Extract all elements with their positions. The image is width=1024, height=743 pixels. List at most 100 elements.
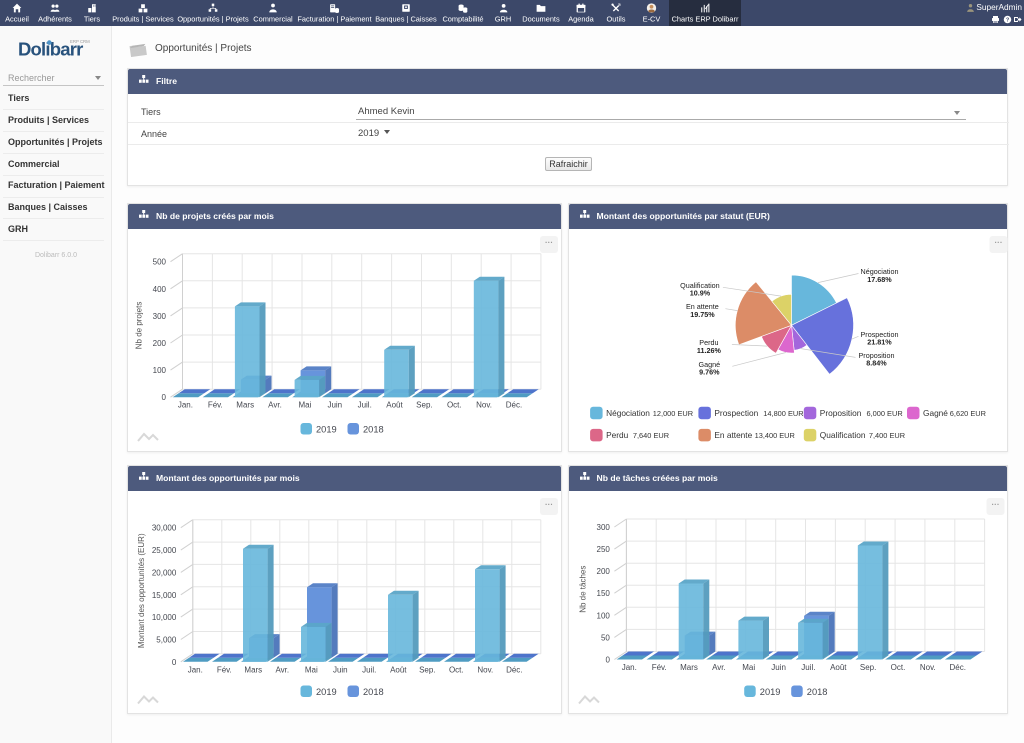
svg-text:Jan.: Jan. [178, 400, 193, 409]
svg-text:Prospection: Prospection [714, 407, 758, 417]
svg-text:7,400 EUR: 7,400 EUR [868, 430, 904, 439]
svg-text:Août: Août [386, 400, 403, 409]
svg-text:150: 150 [596, 589, 610, 598]
svg-text:Mars: Mars [680, 663, 698, 672]
svg-text:2018: 2018 [363, 424, 384, 434]
svg-text:En attente: En attente [686, 302, 719, 311]
svg-text:19.75%: 19.75% [690, 310, 715, 319]
svg-text:Accueil: Accueil [5, 15, 29, 24]
svg-text:6,000 EUR: 6,000 EUR [866, 408, 902, 417]
svg-text:50: 50 [600, 633, 609, 642]
svg-text:Sep.: Sep. [419, 665, 435, 674]
svg-text:0: 0 [172, 657, 177, 666]
svg-text:Perdu: Perdu [699, 338, 718, 347]
svg-text:100: 100 [596, 611, 610, 620]
svg-text:Août: Août [830, 663, 847, 672]
svg-text:8.84%: 8.84% [866, 358, 887, 367]
svg-text:SuperAdmin: SuperAdmin [976, 2, 1022, 12]
svg-text:ERP CRM: ERP CRM [70, 39, 90, 44]
svg-text:13,400 EUR: 13,400 EUR [754, 430, 794, 439]
svg-text:2019: 2019 [316, 687, 337, 697]
svg-text:Perdu: Perdu [606, 429, 629, 439]
svg-text:Oct.: Oct. [447, 400, 462, 409]
svg-text:GRH: GRH [495, 15, 511, 24]
svg-text:Banques | Caisses: Banques | Caisses [375, 15, 437, 24]
svg-text:0: 0 [605, 655, 610, 664]
svg-text:Avr.: Avr. [268, 400, 282, 409]
svg-text:Comptabilité: Comptabilité [442, 15, 483, 24]
svg-text:7,640 EUR: 7,640 EUR [632, 430, 668, 439]
svg-text:···: ··· [991, 500, 999, 509]
svg-text:Qualification: Qualification [680, 280, 720, 289]
svg-text:6,620 EUR: 6,620 EUR [949, 408, 985, 417]
svg-text:400: 400 [153, 284, 167, 293]
svg-text:Gagné: Gagné [923, 407, 948, 417]
svg-text:Mars: Mars [244, 665, 262, 674]
svg-text:Négociation: Négociation [606, 407, 650, 417]
svg-text:Juin: Juin [327, 400, 342, 409]
svg-text:Dolibarr: Dolibarr [18, 39, 83, 60]
svg-text:Facturation | Paiement: Facturation | Paiement [297, 15, 371, 24]
svg-text:2019: 2019 [316, 424, 337, 434]
svg-text:Nb de tâches: Nb de tâches [578, 565, 587, 612]
svg-text:30,000: 30,000 [152, 523, 177, 532]
svg-text:Nb de projets: Nb de projets [134, 301, 143, 349]
svg-text:Qualification: Qualification [819, 429, 865, 439]
svg-text:Oct.: Oct. [449, 665, 464, 674]
svg-text:Nov.: Nov. [477, 665, 493, 674]
svg-text:Fév.: Fév. [208, 400, 223, 409]
svg-text:2018: 2018 [806, 687, 827, 697]
svg-text:Montant des opportunités (EUR): Montant des opportunités (EUR) [137, 533, 146, 648]
svg-text:Mai: Mai [305, 665, 318, 674]
svg-text:200: 200 [153, 339, 167, 348]
svg-text:Commercial: Commercial [253, 15, 293, 24]
svg-text:15,000: 15,000 [152, 590, 177, 599]
svg-text:Sep.: Sep. [859, 663, 875, 672]
svg-text:Déc.: Déc. [506, 400, 522, 409]
svg-text:25,000: 25,000 [152, 546, 177, 555]
svg-text:10,000: 10,000 [152, 613, 177, 622]
svg-text:Nov.: Nov. [476, 400, 492, 409]
svg-text:100: 100 [153, 366, 167, 375]
svg-text:5,000: 5,000 [156, 635, 177, 644]
svg-text:Adhérents: Adhérents [38, 15, 72, 24]
svg-text:Fév.: Fév. [651, 663, 666, 672]
svg-text:Juil.: Juil. [362, 665, 376, 674]
svg-text:Juil.: Juil. [358, 400, 372, 409]
svg-text:Jan.: Jan. [621, 663, 636, 672]
svg-text:Négociation: Négociation [860, 267, 898, 276]
svg-text:Juin: Juin [771, 663, 786, 672]
svg-text:Juin: Juin [333, 665, 348, 674]
svg-text:Proposition: Proposition [858, 350, 894, 359]
svg-text:Sep.: Sep. [416, 400, 432, 409]
svg-text:Août: Août [390, 665, 407, 674]
svg-text:Mars: Mars [236, 400, 254, 409]
svg-text:200: 200 [596, 567, 610, 576]
svg-text:500: 500 [153, 257, 167, 266]
svg-text:Tiers: Tiers [84, 15, 100, 24]
svg-text:9.76%: 9.76% [699, 367, 720, 376]
svg-text:300: 300 [596, 523, 610, 532]
svg-text:Proposition: Proposition [819, 407, 861, 417]
svg-text:10.9%: 10.9% [689, 288, 710, 297]
svg-text:17.68%: 17.68% [867, 274, 892, 283]
svg-text:12,000 EUR: 12,000 EUR [652, 408, 692, 417]
svg-text:Mai: Mai [298, 400, 311, 409]
svg-text:14,800 EUR: 14,800 EUR [763, 408, 803, 417]
svg-text:?: ? [1006, 18, 1010, 24]
svg-text:···: ··· [545, 500, 553, 509]
svg-text:Déc.: Déc. [949, 663, 965, 672]
svg-text:20,000: 20,000 [152, 568, 177, 577]
svg-text:11.26%: 11.26% [696, 345, 721, 354]
svg-text:Mai: Mai [742, 663, 755, 672]
svg-text:Avr.: Avr. [275, 665, 289, 674]
svg-text:21.81%: 21.81% [867, 337, 892, 346]
svg-text:Nov.: Nov. [919, 663, 935, 672]
svg-text:Opportunités | Projets: Opportunités | Projets [177, 15, 249, 24]
svg-text:Documents: Documents [522, 15, 560, 24]
svg-text:250: 250 [596, 545, 610, 554]
svg-text:Charts ERP Dolibarr: Charts ERP Dolibarr [672, 15, 739, 24]
svg-text:Outils: Outils [607, 15, 626, 24]
svg-text:0: 0 [162, 393, 167, 402]
svg-text:···: ··· [545, 238, 553, 247]
